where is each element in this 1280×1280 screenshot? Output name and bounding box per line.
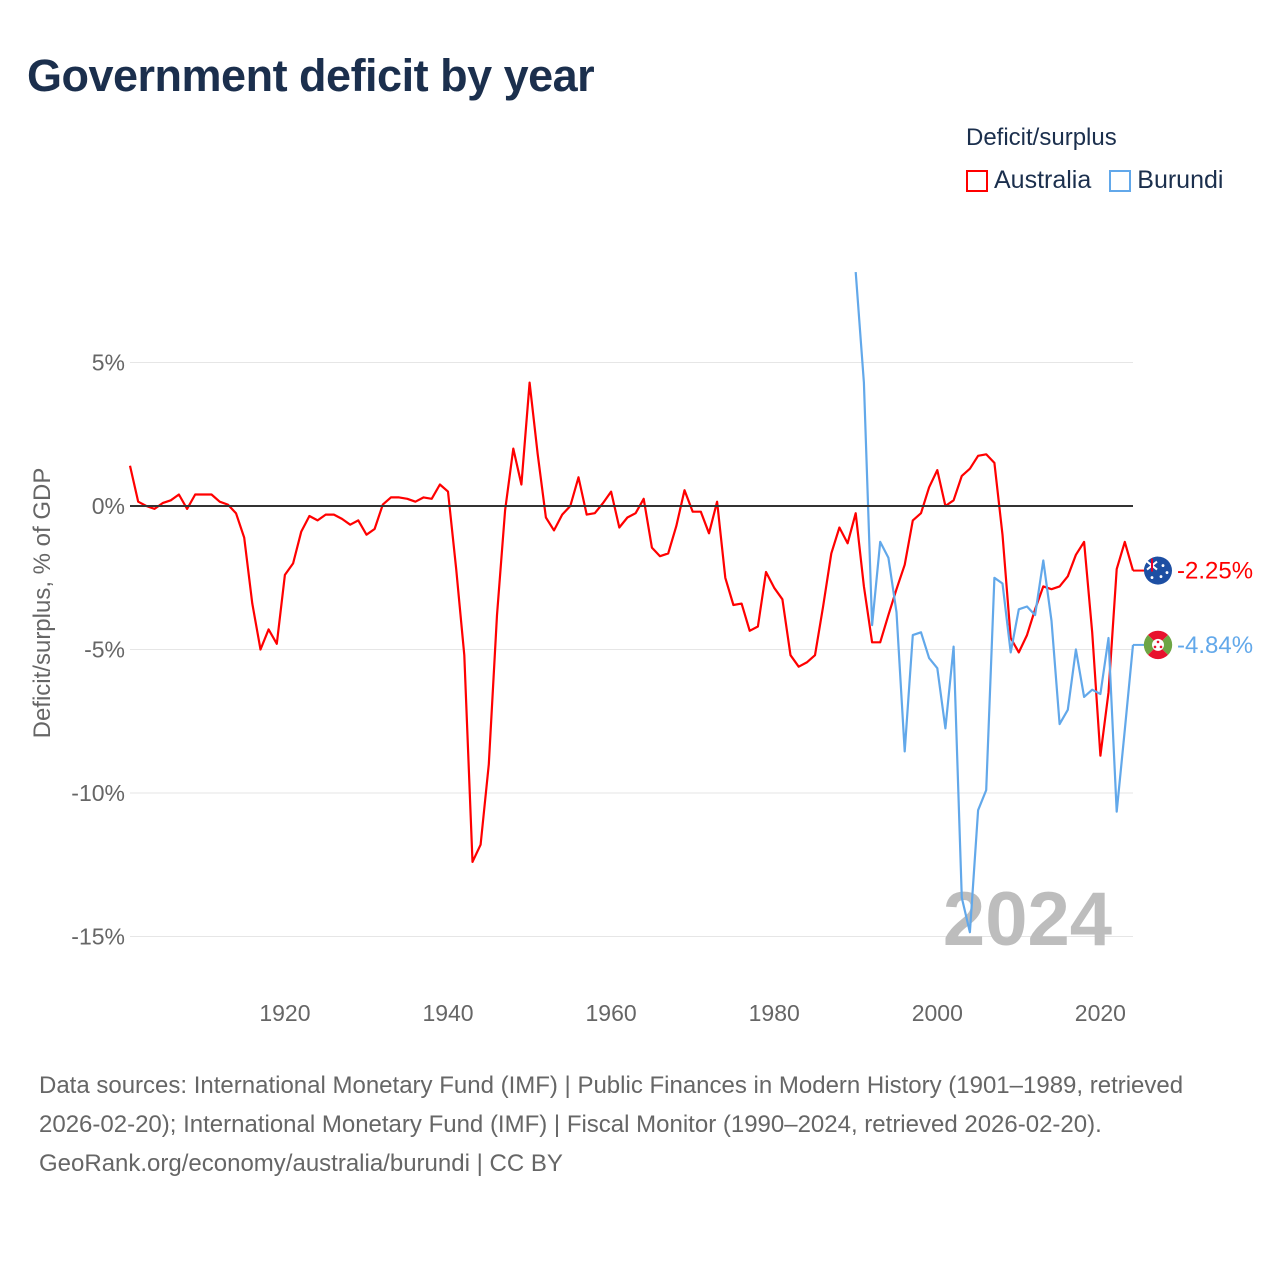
legend: Australia Burundi bbox=[966, 166, 1223, 195]
current-year-watermark: 2024 bbox=[943, 877, 1112, 962]
y-tick-label: 0% bbox=[92, 493, 125, 519]
series-line-australia[interactable] bbox=[128, 381, 1135, 864]
x-tick-label: 1980 bbox=[749, 1000, 800, 1026]
x-tick-label: 2000 bbox=[912, 1000, 963, 1026]
y-tick-label: 5% bbox=[92, 350, 125, 376]
end-value-label: -2.25% bbox=[1177, 558, 1253, 585]
credit-link[interactable]: GeoRank.org/economy/australia/burundi | … bbox=[39, 1150, 563, 1177]
y-axis-label: Deficit/surplus, % of GDP bbox=[29, 468, 56, 739]
y-tick-label: -10% bbox=[71, 780, 125, 806]
footer: Data sources: International Monetary Fun… bbox=[39, 1066, 1239, 1183]
data-sources: Data sources: International Monetary Fun… bbox=[39, 1072, 1184, 1138]
page-title: Government deficit by year bbox=[27, 50, 595, 101]
burundi-flag-icon bbox=[1143, 630, 1173, 660]
australia-flag-icon bbox=[1144, 556, 1172, 585]
y-tick-label: -15% bbox=[71, 924, 125, 950]
series-line-burundi[interactable] bbox=[854, 272, 1135, 934]
x-tick-label: 1920 bbox=[259, 1000, 310, 1026]
legend-item-australia[interactable]: Australia bbox=[966, 166, 1091, 195]
x-tick-label: 1940 bbox=[422, 1000, 473, 1026]
legend-label: Burundi bbox=[1137, 166, 1224, 194]
y-tick-label: -5% bbox=[84, 637, 125, 663]
legend-swatch-australia bbox=[966, 169, 988, 192]
x-tick-label: 1960 bbox=[586, 1000, 637, 1026]
legend-title: Deficit/surplus bbox=[966, 124, 1117, 151]
x-tick-label: 2020 bbox=[1075, 1000, 1126, 1026]
end-value-label: -4.84% bbox=[1177, 632, 1253, 659]
legend-item-burundi[interactable]: Burundi bbox=[1109, 166, 1223, 195]
legend-swatch-burundi bbox=[1109, 169, 1132, 192]
legend-label: Australia bbox=[994, 166, 1092, 194]
